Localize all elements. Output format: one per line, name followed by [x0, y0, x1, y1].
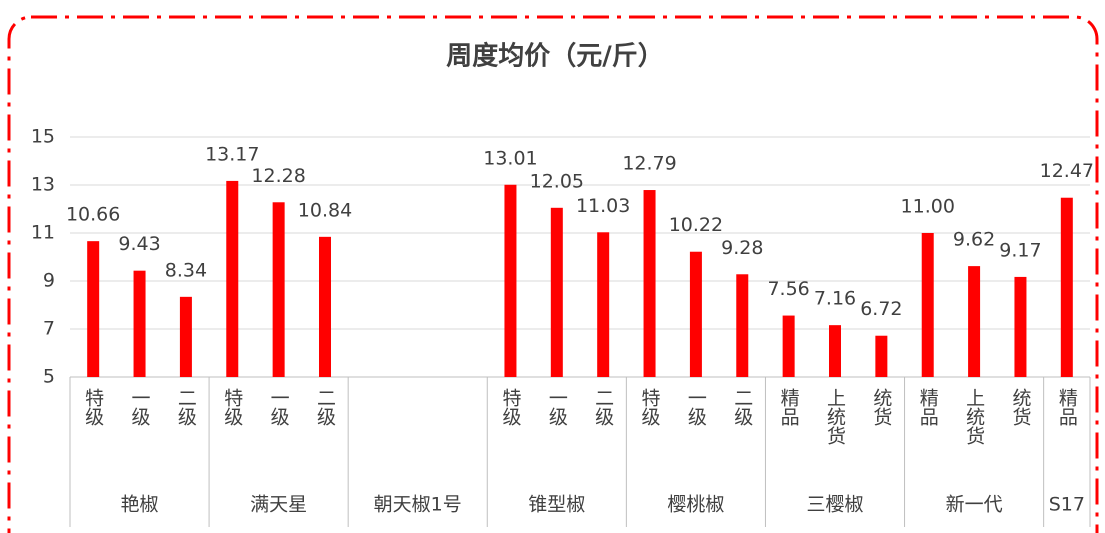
y-tick-label: 15	[31, 126, 55, 148]
bar	[921, 233, 934, 377]
bar	[1060, 197, 1073, 377]
value-label: 10.22	[669, 214, 723, 236]
x-tick-label: 精品	[1056, 388, 1078, 426]
x-tick-label: 二级	[175, 388, 197, 426]
x-tick-label: 精品	[778, 388, 800, 426]
x-tick-label: 统货	[1009, 388, 1031, 426]
value-label: 13.17	[205, 143, 259, 165]
bar	[968, 266, 981, 377]
bar	[829, 325, 841, 377]
bar	[782, 315, 795, 377]
frame	[7, 15, 1099, 533]
group-label: 满天星	[250, 494, 307, 516]
y-tick-label: 11	[31, 222, 55, 244]
value-label: 12.47	[1040, 160, 1094, 182]
group-label: S17	[1049, 494, 1085, 516]
y-tick-label: 13	[31, 174, 55, 196]
bar	[689, 251, 702, 377]
value-label: 12.28	[251, 165, 305, 187]
x-tick-label: 二级	[314, 388, 336, 426]
value-label: 10.84	[298, 199, 352, 221]
value-label: 8.34	[165, 259, 207, 281]
value-label: 6.72	[860, 298, 902, 320]
bar	[736, 274, 749, 377]
bar	[226, 180, 239, 377]
bar	[133, 270, 146, 377]
chart-title: 周度均价（元/斤）	[446, 41, 664, 72]
group-label: 朝天椒1号	[374, 494, 462, 516]
y-tick-label: 7	[43, 318, 55, 340]
bar	[87, 241, 100, 377]
bar	[875, 335, 888, 377]
x-tick-label: 一级	[129, 388, 151, 426]
x-tick-label: 精品	[917, 388, 939, 426]
x-tick-label: 统货	[870, 388, 892, 426]
value-label: 10.66	[66, 204, 120, 226]
group-label: 艳椒	[121, 494, 159, 516]
value-label: 9.17	[999, 239, 1041, 261]
bar	[1014, 276, 1027, 377]
bar	[319, 236, 331, 377]
group-label: 锥型椒	[528, 494, 585, 516]
group-label: 新一代	[946, 494, 1003, 516]
bar	[550, 207, 563, 377]
x-tick-label: 一级	[268, 388, 290, 426]
value-label: 9.62	[953, 229, 995, 251]
group-label: 三樱椒	[806, 494, 863, 516]
y-tick-label: 9	[43, 270, 55, 292]
x-tick-label: 二级	[592, 388, 614, 426]
value-label: 11.00	[901, 196, 955, 218]
x-tick-label: 一级	[546, 388, 568, 426]
value-label: 7.56	[767, 278, 809, 300]
x-tick-label: 特级	[82, 388, 104, 426]
bar	[504, 184, 517, 377]
value-label: 12.05	[530, 170, 584, 192]
value-label: 9.28	[721, 237, 763, 259]
x-tick-label: 特级	[499, 388, 521, 426]
bar	[179, 296, 192, 377]
x-tick-label: 特级	[639, 388, 661, 426]
value-label: 13.01	[483, 147, 537, 169]
x-tick-label: 二级	[731, 388, 753, 426]
bar	[272, 202, 285, 377]
value-label: 7.16	[814, 288, 856, 310]
bar	[597, 232, 610, 377]
x-tick-label: 特级	[221, 388, 243, 426]
x-tick-label: 上统货	[963, 388, 985, 445]
y-tick-label: 5	[43, 366, 55, 388]
value-label: 11.03	[576, 195, 630, 217]
value-label: 9.43	[118, 233, 160, 255]
bar	[643, 190, 656, 377]
group-label: 樱桃椒	[667, 494, 724, 516]
x-tick-label: 上统货	[824, 388, 846, 445]
value-label: 12.79	[622, 153, 676, 175]
x-tick-label: 一级	[685, 388, 707, 426]
